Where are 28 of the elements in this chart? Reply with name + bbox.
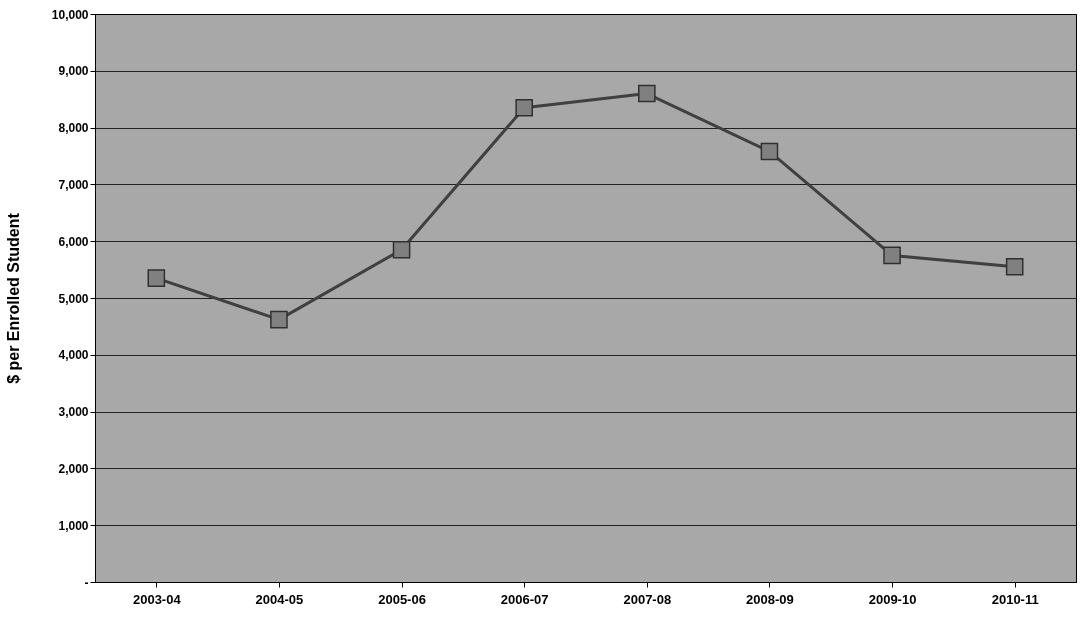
- x-tick-label: 2005-06: [378, 591, 426, 607]
- x-tick-label: 2009-10: [868, 591, 917, 607]
- point: [1005, 257, 1024, 276]
- x-tick-label: 2003-04: [132, 591, 182, 607]
- point: [883, 246, 901, 265]
- y-tick-label: 3,000: [58, 405, 89, 420]
- y-tick-label: 5,000: [58, 291, 89, 306]
- x-tick-label: 2010-11: [991, 591, 1039, 607]
- point: [760, 142, 779, 161]
- y-tick-label: 4,000: [58, 348, 89, 363]
- x-tick-label: 2008-09: [746, 591, 794, 607]
- y-tick-label: 6,000: [58, 234, 89, 249]
- y-tick-label: 8,000: [58, 121, 89, 136]
- x-tick-label: 2004-05: [255, 591, 304, 607]
- y-tick-label: 1,000: [58, 518, 89, 533]
- point: [515, 98, 533, 117]
- point: [147, 269, 166, 287]
- x-tick-label: 2006-07: [500, 591, 549, 607]
- x-tick-label: 2007-08: [623, 591, 672, 607]
- y-tick-label: 2,000: [58, 461, 89, 476]
- y-tick-label: 10,000: [51, 7, 89, 22]
- point: [638, 84, 656, 103]
- y-tick-label: 7,000: [58, 177, 89, 192]
- y-tick-label: -: [84, 575, 89, 590]
- point: [392, 240, 411, 259]
- point: [270, 310, 288, 329]
- y-tick-label: 9,000: [58, 64, 89, 79]
- y-axis-title: $ per Enrolled Student: [4, 212, 22, 384]
